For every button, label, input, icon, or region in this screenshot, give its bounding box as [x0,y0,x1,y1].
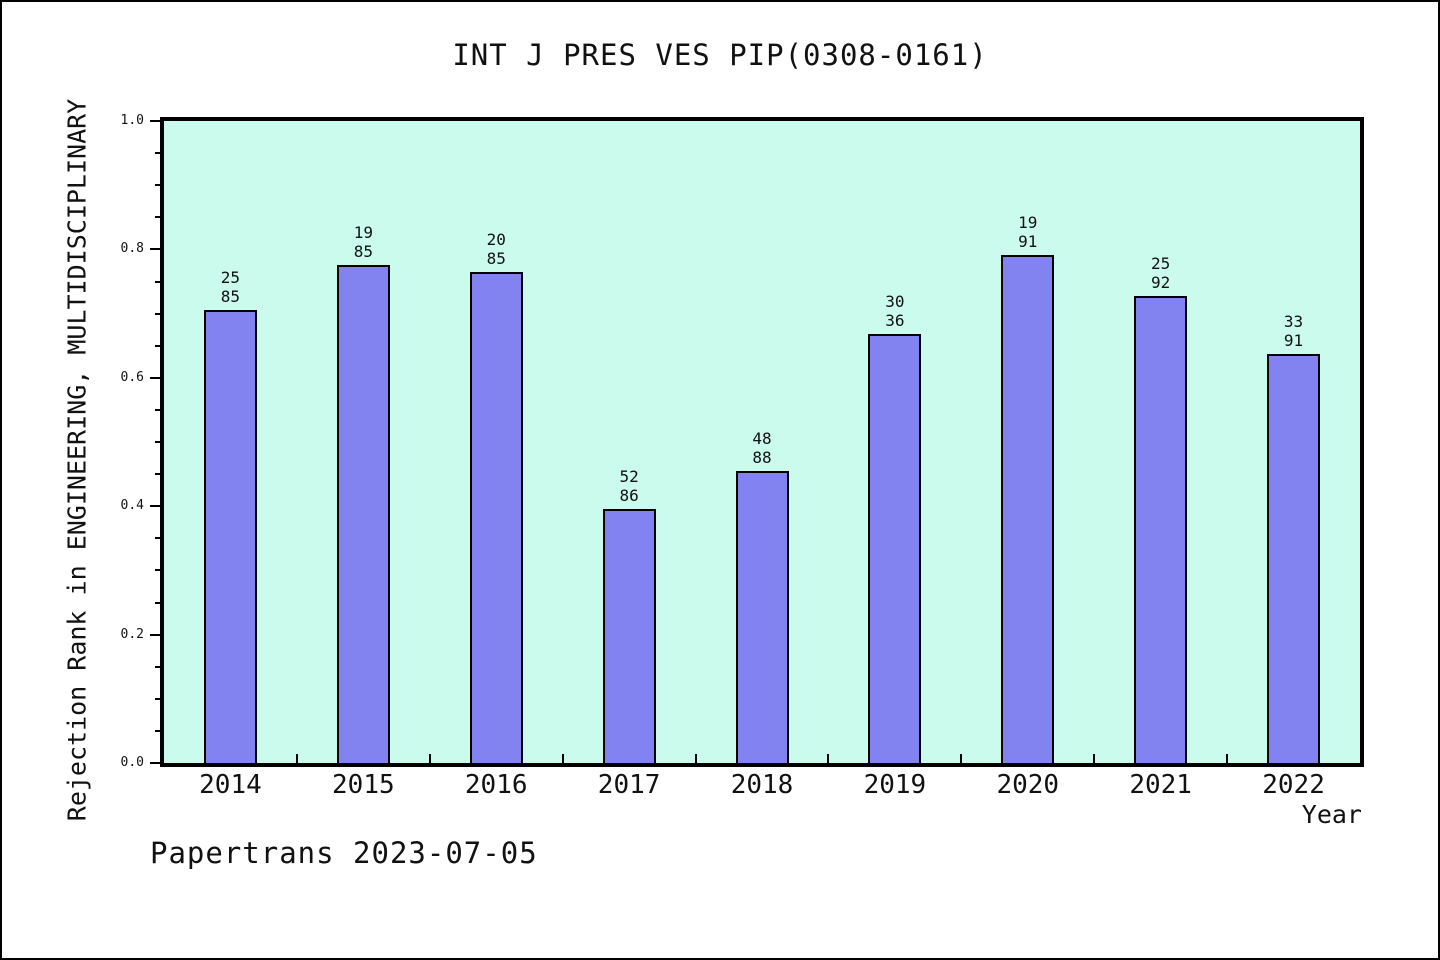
bar-2020 [1001,255,1055,763]
bar-value-label-2019: 30 36 [885,291,905,330]
x-axis-minor-tick [960,754,963,763]
y-axis-minor-tick [155,280,160,283]
bar-value-label-2017: 52 86 [619,467,639,506]
bar-2019 [868,333,922,763]
bar-2015 [336,264,390,763]
bar-value-label-2021: 25 92 [1151,253,1171,292]
bar-value-label-2016: 20 85 [486,229,506,268]
x-tick-label-2017: 2017 [597,770,661,800]
y-axis-minor-tick [155,729,160,732]
y-axis-minor-tick [155,601,160,604]
bar-value-label-2018: 48 88 [752,428,772,467]
y-axis-major-tick [150,120,160,122]
y-axis-minor-tick [155,344,160,347]
y-axis-major-tick [150,248,160,251]
x-tick-label-2022: 2022 [1262,770,1325,800]
y-tick-label: 0.2 [120,626,144,642]
bar-2016 [469,271,523,763]
bar-value-label-2022: 33 91 [1283,312,1304,351]
x-axis-tick-labels: 2014 2015 2016 2017 2018 2019 2020 2021 2022 [164,770,1360,802]
y-tick-label: 0.4 [120,498,144,514]
x-tick-label-2019: 2019 [863,770,927,800]
bar-2017 [602,509,656,763]
x-axis-minor-tick [295,754,298,763]
bar-value-label-2020: 19 91 [1018,213,1038,252]
x-tick-label-2015: 2015 [332,770,395,800]
x-tick-label-2018: 2018 [730,770,794,800]
bar-2014 [203,309,257,763]
bar-2018 [735,470,789,763]
x-axis-label: Year [1301,800,1362,829]
bar-2022 [1267,354,1321,763]
y-axis-minor-tick [155,665,160,668]
y-axis-minor-tick [155,184,160,187]
plot-area: 0.0 0.2 0.4 0.6 0.8 1.0 25 85 19 85 20 85 52 86 48… [121,113,1364,770]
x-axis-minor-tick [1093,754,1096,763]
x-axis-minor-tick [827,754,830,763]
x-tick-label-2014: 2014 [199,770,262,800]
bar-value-label-2014: 25 85 [220,267,241,306]
y-axis-minor-tick [155,152,160,155]
x-axis-minor-tick [428,754,431,763]
y-tick-label: 0.8 [120,241,144,257]
x-tick-label-2020: 2020 [996,770,1060,800]
y-axis-label: Rejection Rank in ENGINEERING, MULTIDISC… [62,98,92,822]
y-axis-minor-tick [155,441,160,443]
y-axis-minor-tick [155,312,160,315]
y-axis-minor-tick [155,569,160,572]
y-axis-major-tick [150,762,160,764]
bar-2021 [1134,295,1188,763]
x-axis-minor-tick [694,754,697,763]
y-axis-minor-tick [155,216,160,219]
y-axis-major-tick [150,376,160,379]
x-tick-label-2021: 2021 [1129,770,1192,800]
y-tick-label: 0.6 [120,369,144,385]
y-axis-minor-tick [155,697,160,700]
y-tick-label: 1.0 [120,113,144,128]
x-tick-label-2016: 2016 [464,770,528,800]
y-axis-major-tick [150,505,160,508]
chart-title: INT J PRES VES PIP(0308-0161) [452,38,988,72]
y-tick-label: 0.0 [120,755,144,770]
x-axis-minor-tick [1226,754,1229,763]
y-axis-minor-tick [155,537,160,540]
bar-value-label-2015: 19 85 [353,222,373,261]
y-axis-major-tick [150,633,160,636]
y-axis-minor-tick [155,473,160,476]
y-axis-minor-tick [155,408,160,411]
x-axis-minor-tick [561,754,564,763]
watermark-text: Papertrans 2023-07-05 [150,836,538,870]
